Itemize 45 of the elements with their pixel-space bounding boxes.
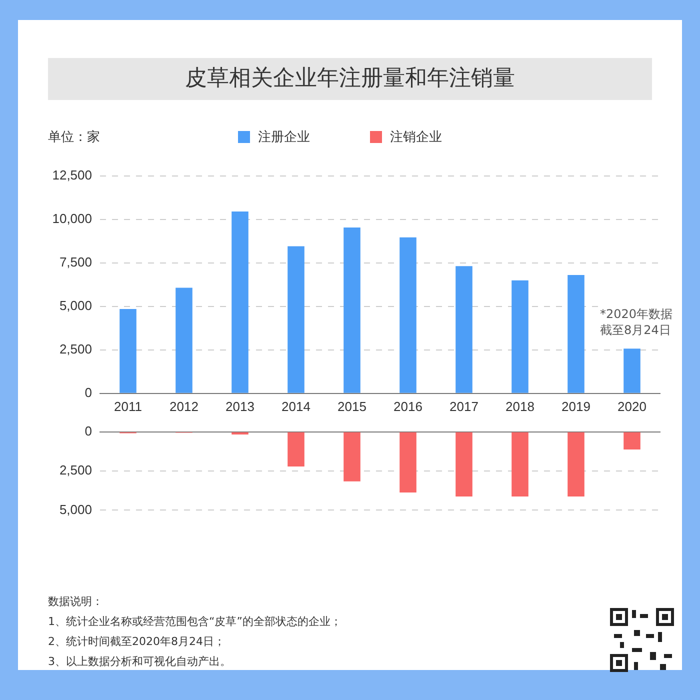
- y-tick-label: 12,500: [52, 167, 92, 182]
- bar: [400, 432, 416, 492]
- annotation: *2020年数据截至8月24日: [600, 306, 678, 338]
- bar: [288, 432, 304, 466]
- bar: [456, 266, 472, 393]
- bar: [288, 246, 304, 393]
- text: 数据说明：: [48, 594, 104, 610]
- y-tick-label: 0: [84, 384, 92, 400]
- x-tick-label: 2012: [170, 398, 198, 414]
- bar: [120, 308, 136, 393]
- text: 3、以上数据分析和可视化自动产出。: [48, 654, 232, 670]
- x-tick-label: 2020: [618, 398, 646, 414]
- bar: [344, 432, 360, 482]
- y-tick-label: 10,000: [52, 210, 92, 226]
- x-tick-label: 2011: [114, 398, 142, 414]
- x-tick-label: 2018: [506, 398, 534, 414]
- bar: [232, 211, 248, 393]
- y-tick-label: 0: [84, 423, 92, 438]
- chart-title: 皮草相关企业年注册量和年注销量: [48, 58, 652, 100]
- x-tick-label: 2013: [226, 398, 254, 414]
- y-tick-label: 7,500: [59, 254, 92, 270]
- y-tick-label: 5,000: [59, 502, 92, 517]
- bar: [568, 432, 584, 497]
- bar: [512, 432, 528, 497]
- x-tick-label: 2014: [282, 398, 310, 414]
- x-tick-label: 2016: [394, 398, 422, 414]
- y-axis-title: 单位：家: [48, 129, 100, 146]
- bar: [624, 432, 640, 450]
- legend-label: 注销企业: [390, 129, 442, 146]
- bar: [400, 237, 416, 393]
- x-tick-label: 2017: [450, 398, 478, 414]
- x-tick-label: 2015: [338, 398, 366, 414]
- bar: [512, 280, 528, 393]
- x-tick-label: 2019: [562, 398, 590, 414]
- bar: [456, 432, 472, 497]
- text: 1、统计企业名称或经营范围包含“皮草”的全部状态的企业；: [48, 614, 342, 630]
- bar: [344, 228, 360, 393]
- bar: [568, 275, 584, 393]
- y-tick-label: 2,500: [59, 341, 92, 356]
- y-tick-label: 5,000: [59, 298, 92, 313]
- bar: [624, 348, 640, 393]
- legend-label: 注册企业: [258, 129, 310, 146]
- text: 2、统计时间截至2020年8月24日；: [48, 634, 226, 650]
- y-tick-label: 2,500: [59, 462, 92, 478]
- bar: [176, 288, 192, 393]
